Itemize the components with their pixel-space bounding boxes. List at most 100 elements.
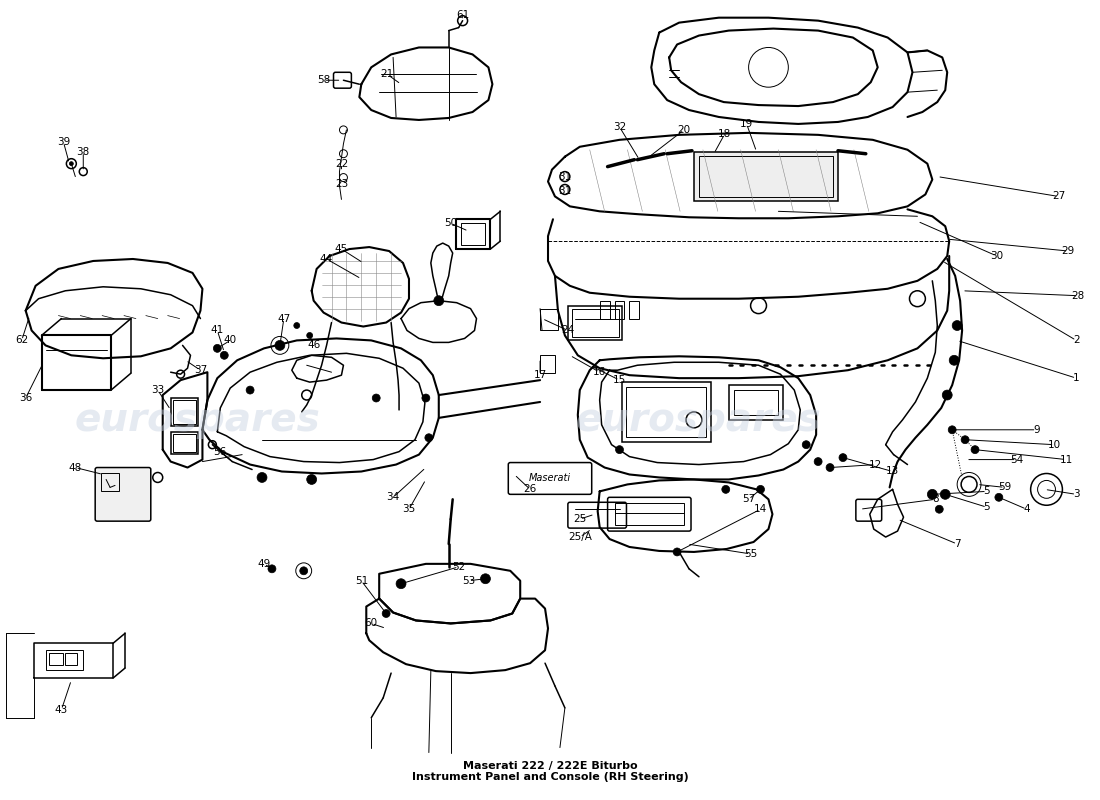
Bar [461,223,485,245]
Circle shape [948,426,956,434]
Text: 15: 15 [613,375,626,385]
Circle shape [839,454,847,462]
Text: 5: 5 [983,502,990,512]
Circle shape [940,490,950,499]
Text: 4: 4 [1023,504,1030,514]
Circle shape [481,574,491,584]
Text: 54: 54 [1010,454,1023,465]
Circle shape [673,548,681,556]
Text: 43: 43 [55,705,68,715]
Text: 25/A: 25/A [568,532,592,542]
Circle shape [246,386,254,394]
Circle shape [372,394,381,402]
Circle shape [220,351,229,359]
Bar [615,301,625,318]
Text: 7: 7 [954,539,960,549]
Text: 37: 37 [194,366,207,375]
Bar [65,654,77,665]
Bar [629,301,639,318]
Text: 31: 31 [559,186,572,197]
Text: 48: 48 [68,462,81,473]
Text: 39: 39 [57,137,70,147]
Text: 23: 23 [334,178,348,189]
Text: 60: 60 [365,618,377,629]
Text: 21: 21 [381,70,394,79]
Text: 49: 49 [257,559,271,569]
Text: 28: 28 [1071,290,1085,301]
Circle shape [213,344,221,352]
Text: 33: 33 [151,385,164,395]
Circle shape [257,473,267,482]
Text: Maserati 222 / 222E Biturbo
Instrument Panel and Console (RH Steering): Maserati 222 / 222E Biturbo Instrument P… [411,761,689,782]
Text: 12: 12 [869,459,882,470]
Text: eurospares: eurospares [576,401,822,439]
Bar [48,654,64,665]
Text: 18: 18 [718,129,732,139]
Bar [572,309,618,338]
Circle shape [425,434,432,442]
Text: 31: 31 [559,171,572,182]
Circle shape [949,355,959,366]
Text: 3: 3 [1072,490,1079,499]
Circle shape [802,441,811,449]
Bar [734,390,779,415]
Text: 13: 13 [886,466,899,477]
Bar [45,650,84,670]
Text: 10: 10 [1048,440,1062,450]
Circle shape [722,486,729,494]
Circle shape [268,565,276,573]
Text: 17: 17 [534,370,547,380]
Text: 14: 14 [754,504,767,514]
FancyBboxPatch shape [508,462,592,494]
Text: 26: 26 [524,484,537,494]
Bar [170,432,198,454]
Circle shape [994,494,1003,502]
Bar [615,503,684,525]
Circle shape [927,490,937,499]
Text: 56: 56 [213,446,227,457]
Circle shape [299,567,308,574]
Text: 52: 52 [452,562,465,572]
FancyBboxPatch shape [96,467,151,521]
Text: 19: 19 [740,119,754,129]
Circle shape [69,162,74,166]
Circle shape [961,436,969,444]
Bar [173,434,197,452]
Bar [101,474,119,491]
Circle shape [943,390,953,400]
Text: 20: 20 [678,125,691,135]
Text: 59: 59 [998,482,1011,492]
Bar [728,385,783,420]
Text: 53: 53 [462,576,475,586]
Text: 2: 2 [1072,335,1079,346]
Text: 25: 25 [573,514,586,524]
Text: 34: 34 [386,492,399,502]
Text: 32: 32 [613,122,626,132]
Text: 40: 40 [223,335,236,346]
Circle shape [396,578,406,589]
Bar [568,306,623,341]
Text: 11: 11 [1059,454,1072,465]
Circle shape [307,333,312,338]
Text: 41: 41 [211,326,224,335]
Text: 35: 35 [403,504,416,514]
Text: 47: 47 [277,314,290,323]
Text: 16: 16 [593,367,606,377]
Circle shape [953,321,962,330]
Text: 9: 9 [1033,425,1039,434]
Circle shape [422,394,430,402]
Circle shape [294,322,300,329]
Text: 29: 29 [1062,246,1075,256]
Text: 1: 1 [1072,373,1079,383]
Text: 22: 22 [334,158,348,169]
Circle shape [971,446,979,454]
Bar [170,398,198,426]
Bar [627,387,706,437]
Bar [694,152,838,202]
Text: 24: 24 [561,326,574,335]
Text: 61: 61 [456,10,470,20]
Circle shape [307,474,317,485]
Bar [173,400,197,424]
Text: 51: 51 [354,576,367,586]
Text: 55: 55 [744,549,757,559]
